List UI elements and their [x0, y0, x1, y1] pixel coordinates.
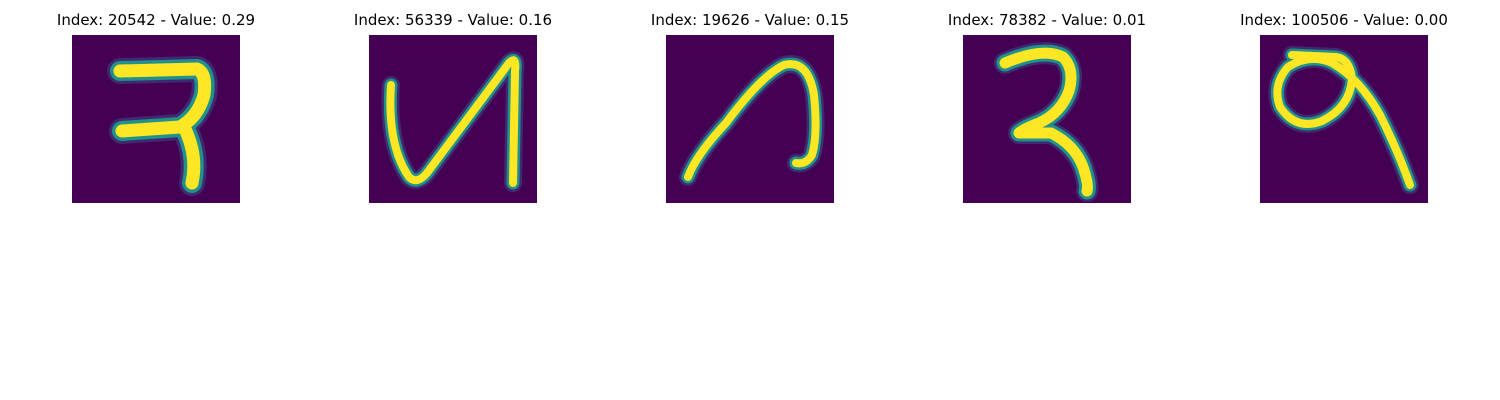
sample-image [72, 35, 240, 203]
sample-image [963, 35, 1131, 203]
handwritten-stroke [679, 55, 825, 186]
handwritten-stroke [107, 56, 218, 196]
sample-title: Index: 56339 - Value: 0.16 [353, 11, 553, 29]
sample-title: Index: 20542 - Value: 0.29 [56, 11, 256, 29]
sample-panel-3: Index: 19626 - Value: 0.15 [620, 0, 880, 210]
sample-panel-2: Index: 56339 - Value: 0.16 [323, 0, 583, 210]
sample-panel-5: Index: 100506 - Value: 0.00 [1214, 0, 1474, 210]
sample-image [369, 35, 537, 203]
handwritten-stroke [381, 51, 525, 192]
sample-title: Index: 78382 - Value: 0.01 [947, 11, 1147, 29]
sample-title: Index: 100506 - Value: 0.00 [1240, 11, 1448, 29]
sample-title: Index: 19626 - Value: 0.15 [650, 11, 850, 29]
handwritten-stroke [1268, 46, 1419, 194]
sample-image [666, 35, 834, 203]
handwritten-stroke [994, 42, 1099, 202]
sample-panel-1: Index: 20542 - Value: 0.29 [26, 0, 286, 210]
sample-image [1260, 35, 1428, 203]
sample-panel-4: Index: 78382 - Value: 0.01 [917, 0, 1177, 210]
